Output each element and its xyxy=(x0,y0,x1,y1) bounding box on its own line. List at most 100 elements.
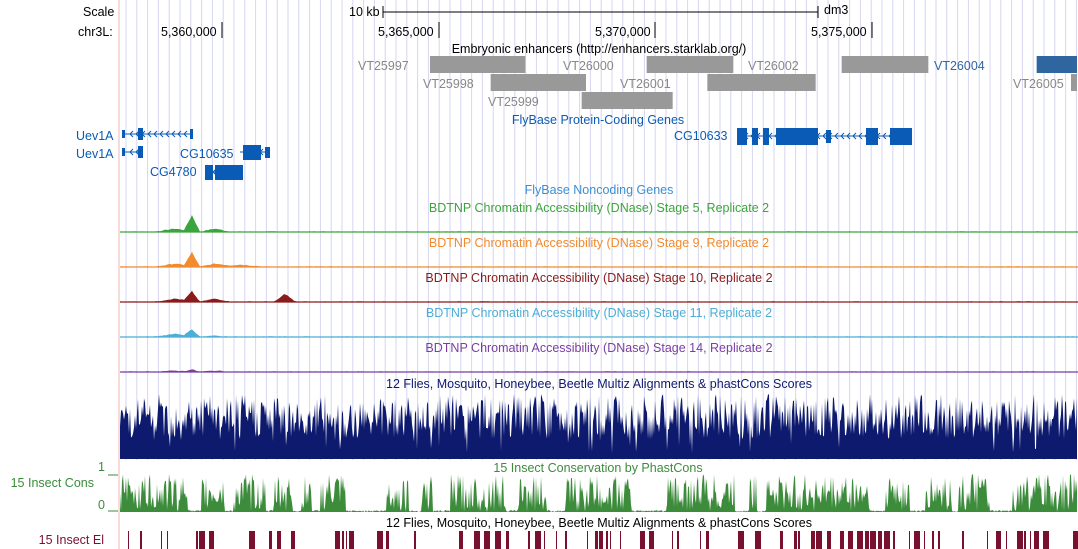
gene-exon[interactable] xyxy=(763,128,769,145)
conserved-element[interactable] xyxy=(342,531,344,549)
conserved-element[interactable] xyxy=(606,531,608,549)
gene-exon[interactable] xyxy=(752,128,758,145)
conserved-element[interactable] xyxy=(1006,531,1007,549)
enhancer-feature[interactable] xyxy=(707,74,816,91)
conserved-element[interactable] xyxy=(556,531,557,549)
gene-exon[interactable] xyxy=(737,128,747,145)
conserved-element[interactable] xyxy=(700,531,701,549)
enhancer-label[interactable]: VT26001 xyxy=(620,77,671,91)
conserved-element[interactable] xyxy=(649,531,654,549)
multiz-track-title[interactable]: 12 Flies, Mosquito, Honeybee, Beetle Mul… xyxy=(386,377,812,391)
gene-label[interactable]: CG10633 xyxy=(674,129,728,143)
enhancer-feature[interactable] xyxy=(581,92,673,109)
dnase-track-title[interactable]: BDTNP Chromatin Accessibility (DNase) St… xyxy=(428,201,770,215)
noncoding-genes-title[interactable]: FlyBase Noncoding Genes xyxy=(524,183,674,197)
dnase-track-title[interactable]: BDTNP Chromatin Accessibility (DNase) St… xyxy=(425,271,773,285)
conserved-element[interactable] xyxy=(909,531,910,549)
conserved-element[interactable] xyxy=(377,531,383,549)
conserved-element[interactable] xyxy=(857,531,863,549)
conserved-element[interactable] xyxy=(878,531,882,549)
conserved-element[interactable] xyxy=(587,531,588,549)
conserved-element[interactable] xyxy=(1073,531,1078,549)
elements-track-title[interactable]: 12 Flies, Mosquito, Honeybee, Beetle Mul… xyxy=(386,516,812,530)
conserved-element[interactable] xyxy=(706,531,709,549)
conserved-element[interactable] xyxy=(495,531,501,549)
conserved-element[interactable] xyxy=(640,531,645,549)
conserved-element[interactable] xyxy=(484,531,490,549)
conserved-element[interactable] xyxy=(884,531,890,549)
conserved-element[interactable] xyxy=(595,531,598,549)
enhancer-label[interactable]: VT26000 xyxy=(563,59,614,73)
gene-exon[interactable] xyxy=(138,146,143,158)
conserved-element[interactable] xyxy=(987,531,988,549)
gene-exon[interactable] xyxy=(138,128,143,140)
conserved-element[interactable] xyxy=(459,531,463,549)
conserved-element[interactable] xyxy=(672,531,673,549)
conserved-element[interactable] xyxy=(414,531,416,549)
gene-exon[interactable] xyxy=(205,165,213,180)
conserved-element[interactable] xyxy=(840,531,844,549)
dnase-signal[interactable] xyxy=(120,251,1077,267)
phastcons-track-title[interactable]: 15 Insect Conservation by PhastCons xyxy=(493,461,703,475)
conserved-element[interactable] xyxy=(738,531,744,549)
conserved-element[interactable] xyxy=(506,531,509,549)
conserved-element[interactable] xyxy=(291,531,295,549)
conserved-element[interactable] xyxy=(349,531,354,549)
conserved-element[interactable] xyxy=(780,531,783,549)
dnase-track-title[interactable]: BDTNP Chromatin Accessibility (DNase) St… xyxy=(428,236,770,250)
gene-exon[interactable] xyxy=(215,165,243,180)
gene-exon[interactable] xyxy=(776,128,818,145)
enhancer-feature[interactable] xyxy=(490,74,586,91)
dnase-signal[interactable] xyxy=(120,290,1077,302)
gene-label[interactable]: CG4780 xyxy=(150,165,197,179)
conserved-element[interactable] xyxy=(335,531,340,549)
conserved-element[interactable] xyxy=(865,531,869,549)
enhancer-label[interactable]: VT26005 xyxy=(1013,77,1064,91)
gene-exon[interactable] xyxy=(243,145,261,160)
elements-side-label[interactable]: 15 Insect El xyxy=(38,533,104,547)
conserved-element[interactable] xyxy=(1034,531,1039,549)
enhancer-label[interactable]: VT26002 xyxy=(748,59,799,73)
conserved-element[interactable] xyxy=(209,531,214,549)
conserved-element[interactable] xyxy=(196,531,198,549)
conserved-element[interactable] xyxy=(535,531,541,549)
conserved-element[interactable] xyxy=(565,531,567,549)
conserved-element[interactable] xyxy=(277,531,281,549)
conserved-element[interactable] xyxy=(962,531,964,549)
enhancer-track-title[interactable]: Embryonic enhancers (http://enhancers.st… xyxy=(451,42,747,56)
gene-label[interactable]: Uev1A xyxy=(76,129,114,143)
enhancer-label[interactable]: VT25999 xyxy=(488,95,539,109)
conserved-element[interactable] xyxy=(599,531,603,549)
conserved-element[interactable] xyxy=(1017,531,1023,549)
enhancer-feature[interactable] xyxy=(841,56,929,73)
enhancer-feature[interactable] xyxy=(1036,56,1077,73)
conserved-element[interactable] xyxy=(811,531,815,549)
dnase-signal[interactable] xyxy=(120,215,1077,232)
conserved-element[interactable] xyxy=(610,531,611,549)
conserved-element[interactable] xyxy=(1024,531,1026,549)
conserved-element[interactable] xyxy=(199,531,205,549)
conserved-element[interactable] xyxy=(1030,531,1031,549)
conserved-element[interactable] xyxy=(528,531,530,549)
gene-exon[interactable] xyxy=(122,148,125,156)
conserved-element[interactable] xyxy=(848,531,853,549)
conserved-element[interactable] xyxy=(269,531,272,549)
gene-exon[interactable] xyxy=(122,130,125,138)
conserved-element[interactable] xyxy=(816,531,822,549)
gene-exon[interactable] xyxy=(866,128,878,145)
dnase-track-title[interactable]: BDTNP Chromatin Accessibility (DNase) St… xyxy=(425,306,773,320)
conserved-element[interactable] xyxy=(870,531,876,549)
conserved-element[interactable] xyxy=(996,531,1001,549)
conserved-element[interactable] xyxy=(893,531,895,549)
conserved-element[interactable] xyxy=(386,531,389,549)
enhancer-feature[interactable] xyxy=(430,56,526,73)
gene-label[interactable]: CG10635 xyxy=(180,147,234,161)
conserved-element[interactable] xyxy=(544,531,545,549)
phastcons-side-label[interactable]: 15 Insect Cons xyxy=(10,476,94,490)
conserved-element[interactable] xyxy=(914,531,920,549)
conserved-element[interactable] xyxy=(346,531,347,549)
conserved-element[interactable] xyxy=(128,531,129,549)
gene-exon[interactable] xyxy=(265,147,270,158)
conserved-element[interactable] xyxy=(249,531,255,549)
